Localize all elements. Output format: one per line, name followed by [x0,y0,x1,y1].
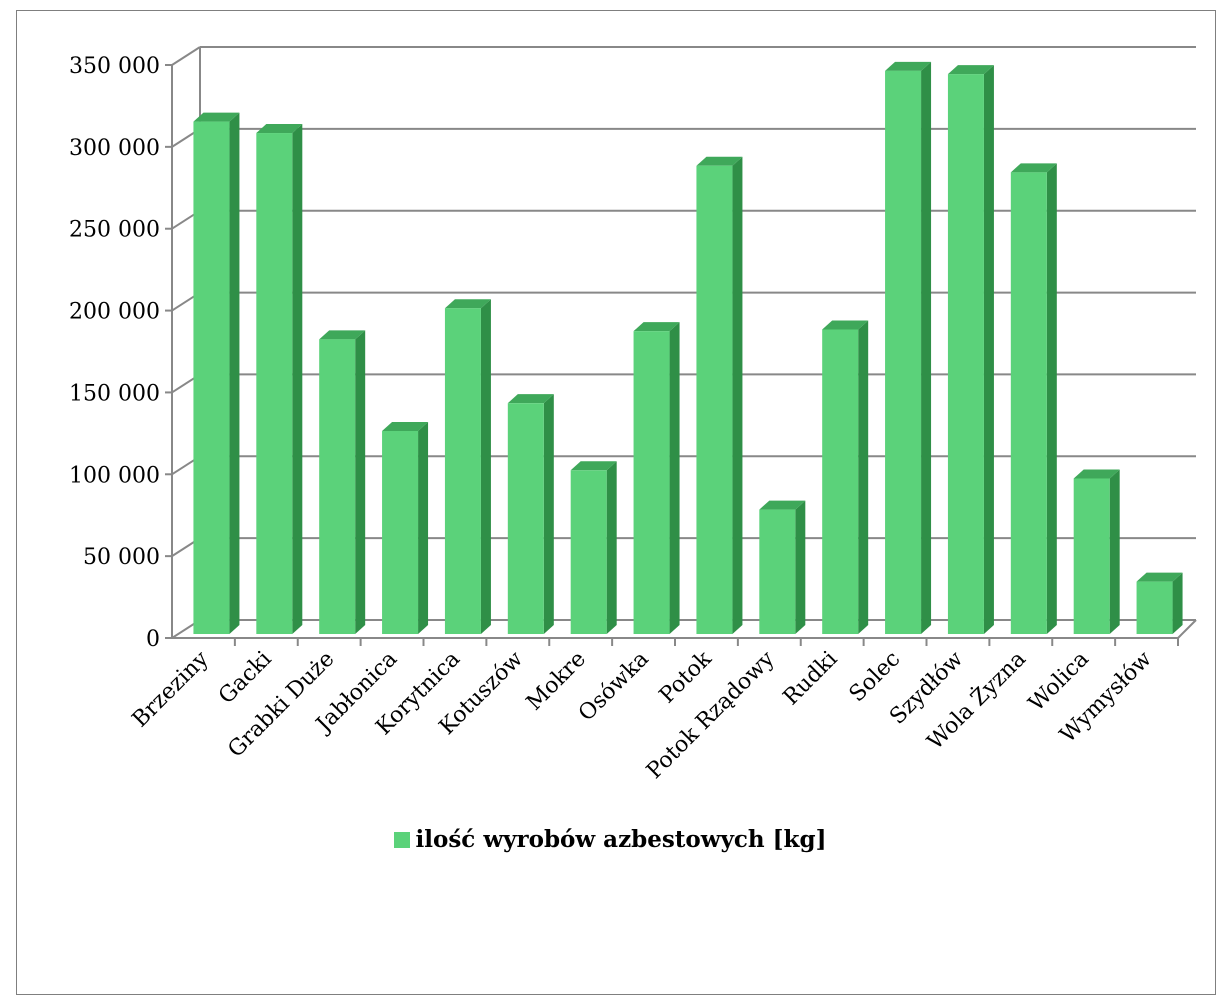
bar [444,299,491,634]
bar [947,65,994,634]
bars [193,61,1183,635]
bar-side [355,330,366,634]
bar [822,320,869,634]
bar-top [759,500,806,510]
bar-top [1073,469,1120,479]
bar [1073,469,1120,634]
bar [1136,572,1183,634]
bar-front [696,165,733,634]
y-tick-label: 200 000 [69,300,160,325]
axes [165,64,1197,646]
bar [759,500,806,634]
bar-side [292,124,303,634]
bar [633,322,680,634]
x-category-label: Rudki [779,647,843,711]
bar-front [444,308,481,634]
bar-front [256,133,293,634]
bar-side [669,322,680,634]
x-category-label: Potok [655,646,717,708]
x-category-label: Gacki [214,647,277,710]
bar [696,156,743,634]
bar [885,61,932,634]
bar-top [696,156,743,166]
bar-top [444,299,491,309]
y-tick-label: 250 000 [69,218,160,243]
legend-label: ilość wyrobów azbestowych [kg] [415,826,827,853]
bar-side [1109,469,1120,634]
x-category-label: Osówka [574,647,654,727]
bar-top [633,322,680,332]
bar [382,421,429,634]
bar-side [795,500,806,634]
bar-front [822,329,859,634]
y-tick-label: 100 000 [69,463,160,488]
bar-side [480,299,491,634]
bar-top [256,124,303,134]
bar-front [1010,172,1047,634]
bar-side [858,320,869,634]
bar-side [732,156,743,634]
legend: ilość wyrobów azbestowych [kg] [0,826,1220,853]
bar-side [921,61,932,634]
bar-top [947,65,994,75]
x-category-label: Brzeziny [128,646,214,732]
bar-side [1046,163,1057,634]
bar-front [1136,581,1173,634]
y-tick-label: 350 000 [69,54,160,79]
bar [319,330,366,634]
bar-top [1136,572,1183,582]
bar-front [570,470,607,634]
bar-top [382,421,429,431]
bar-front [193,121,230,635]
y-tick-label: 50 000 [83,545,160,570]
y-tick-label: 300 000 [69,136,160,161]
y-tick-label: 0 [146,627,160,652]
bar-front [382,430,419,634]
gridline-side [171,46,201,66]
bar-top [193,112,240,122]
bar [570,461,617,634]
bar-side [543,394,554,634]
bar-front [759,509,796,634]
bar-front [507,403,544,634]
bar-side [606,461,617,634]
bar-top [319,330,366,340]
bar-front [1073,478,1110,634]
bar-top [822,320,869,330]
bar-top [1010,163,1057,173]
bar-top [570,461,617,471]
bar-front [319,339,356,634]
bar-side [1172,572,1183,634]
floor-right-edge [1177,619,1197,639]
bar-front [633,331,670,634]
bar [507,394,554,634]
y-tick-labels: 0 50 000 100 000 150 000 200 000 250 000 300 0… [69,54,160,652]
bar [256,124,303,634]
legend-swatch [393,832,410,848]
bar [1010,163,1057,634]
bar-top [507,394,554,404]
bar-side [983,65,994,634]
bar-side [418,421,429,634]
x-category-label: Solec [845,647,906,708]
bar-front [947,74,984,634]
bar-top [885,61,932,71]
bar-side [229,112,240,635]
y-tick-label: 150 000 [69,381,160,406]
bar-front [885,70,922,634]
bar [193,112,240,635]
